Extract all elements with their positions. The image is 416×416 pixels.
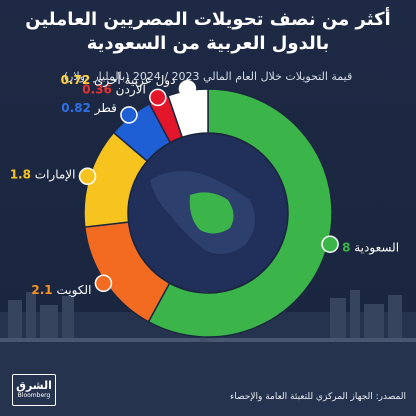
slice-name-uae: الإمارات	[31, 167, 76, 182]
slice-label-qatar: 0.82 قطر	[61, 101, 117, 116]
slice-name-kuwait: الكويت	[53, 283, 92, 298]
slice-value-jordan: 0.36	[82, 82, 112, 96]
flag-badge-saudi	[321, 235, 339, 253]
slice-value-saudi: 8	[342, 241, 350, 255]
flag-badge-kuwait	[94, 274, 113, 293]
logo-text-arabic: الشرق	[16, 379, 52, 392]
slice-label-jordan: 0.36 الأردن	[82, 81, 146, 97]
bloomberg-asharq-logo: الشرق Bloomberg	[12, 374, 56, 406]
logo-text-english: Bloomberg	[17, 392, 51, 399]
slice-value-qatar: 0.82	[61, 101, 91, 115]
slice-value-uae: 1.8	[10, 167, 31, 181]
slice-label-other: 0.72 دول عربية أخرى	[61, 72, 176, 88]
slice-labels: 8 السعودية 2.1 الكويت 1.8 الإمارات 0.82 قطر…	[10, 72, 399, 298]
slice-label-kuwait: 2.1 الكويت	[31, 283, 91, 298]
slice-label-uae: 1.8 الإمارات	[10, 167, 76, 182]
chart-title: أكثر من نصف تحويلات المصريين العاملين با…	[0, 8, 416, 56]
saudi-arabia-map-highlight	[189, 192, 234, 234]
slice-value-other: 0.72	[61, 73, 91, 87]
flag-badge-other	[178, 79, 197, 98]
slice-value-kuwait: 2.1	[31, 283, 52, 297]
title-line-1: أكثر من نصف تحويلات المصريين العاملين	[25, 9, 391, 30]
flag-badge-qatar	[120, 106, 138, 124]
slice-label-saudi: 8 السعودية	[342, 241, 399, 256]
slice-name-jordan: الأردن	[112, 81, 146, 97]
slice-name-other: دول عربية أخرى	[90, 72, 175, 88]
chart-subtitle: قيمة التحويلات خلال العام المالي 2023 / …	[63, 70, 353, 83]
title-line-2: بالدول العربية من السعودية	[86, 33, 330, 54]
source-note: المصدر: الجهاز المركزي للتعبئة العامة وا…	[230, 392, 406, 402]
flag-badge-uae	[78, 167, 97, 186]
donut-ring	[83, 88, 333, 338]
slice-name-qatar: قطر	[91, 101, 117, 116]
donut-slice-saudi	[147, 88, 333, 338]
flag-badge-jordan	[149, 88, 167, 107]
slice-name-saudi: السعودية	[350, 241, 399, 256]
